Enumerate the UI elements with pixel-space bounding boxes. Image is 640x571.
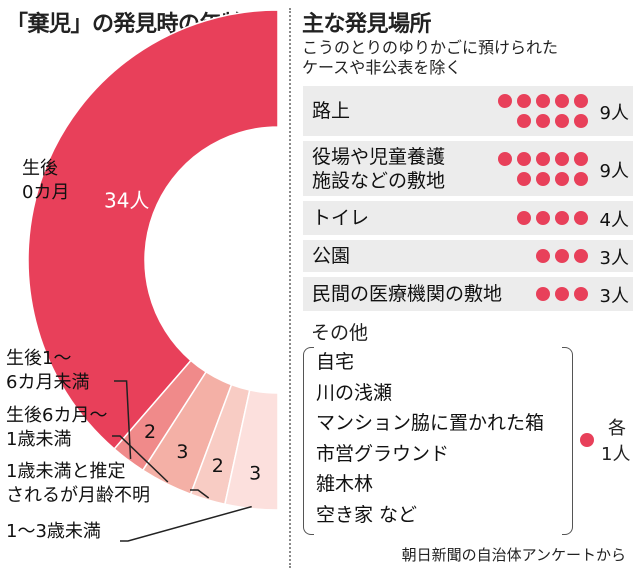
location-dot <box>574 287 588 301</box>
location-dot <box>536 211 550 225</box>
location-count: 9人 <box>599 103 629 124</box>
location-dot <box>517 114 531 128</box>
other-location-item: 市営グラウンド <box>316 442 450 465</box>
donut-category-label-line: 生後1～ <box>6 348 72 369</box>
location-dot <box>555 152 569 166</box>
other-location-item: 雑木林 <box>316 473 374 495</box>
location-dot <box>536 94 550 108</box>
location-row: 路上 9人 <box>303 86 633 136</box>
location-label-line: トイレ <box>312 207 370 229</box>
donut-value-label-0: 34人 <box>104 189 149 213</box>
location-label-line: 公園 <box>312 245 351 267</box>
location-dot <box>536 152 550 166</box>
location-row: 民間の医療機関の敷地 3人 <box>303 277 633 311</box>
other-location-item: 空き家 など <box>316 503 418 526</box>
donut-leader-line-4 <box>120 505 252 542</box>
location-row: 公園 3人 <box>303 240 633 272</box>
location-count: 9人 <box>599 161 629 182</box>
donut-category-label-4: 1～3歳未満 <box>6 520 101 544</box>
location-dot <box>555 287 569 301</box>
location-dot <box>536 172 550 186</box>
donut-value-label-4: 3 <box>249 462 261 484</box>
donut-category-label-line: 生後 <box>22 158 58 179</box>
other-brace-right <box>562 347 573 535</box>
other-brace-left <box>303 347 314 535</box>
donut-leader-line-1 <box>114 380 132 459</box>
location-dot <box>574 249 588 263</box>
location-dot <box>574 94 588 108</box>
location-label: 公園 <box>312 244 350 268</box>
donut-category-label-line: 0カ月 <box>22 182 70 203</box>
location-dot <box>574 172 588 186</box>
location-dot <box>536 114 550 128</box>
donut-category-label-3: 1歳未満と推定されるが月齢不明 <box>6 460 150 508</box>
donut-leader-line-3 <box>190 489 210 499</box>
location-dot <box>517 172 531 186</box>
location-note-line2: ケースや非公表を除く <box>302 58 462 77</box>
donut-value-label-2: 3 <box>176 441 188 463</box>
donut-category-label-2: 生後6カ月～ 1歳未満 <box>6 404 107 452</box>
donut-category-label-line: 1歳未満 <box>6 429 72 450</box>
location-count: 3人 <box>599 248 629 269</box>
other-location-item: 自宅 <box>316 351 355 373</box>
location-label-line: 路上 <box>312 100 351 122</box>
location-dot <box>555 94 569 108</box>
location-dot <box>498 152 512 166</box>
donut-category-label-line: 1～3歳未満 <box>6 521 101 542</box>
source-note: 朝日新聞の自治体アンケートから <box>401 546 626 564</box>
donut-category-label-line: 生後6カ月～ <box>6 405 108 426</box>
location-label: 役場や児童養護 施設などの敷地 <box>312 145 445 193</box>
other-dot <box>580 433 594 447</box>
location-dot <box>555 172 569 186</box>
donut-value-label-1: 2 <box>144 421 156 443</box>
other-count-line1: 各 <box>608 418 626 439</box>
other-count-line2: 1人 <box>601 444 631 465</box>
location-row: トイレ 4人 <box>303 201 633 235</box>
location-dot <box>498 94 512 108</box>
section-divider <box>289 8 291 568</box>
donut-category-label-line: 1歳未満と推定 <box>6 461 126 482</box>
donut-category-label-1: 生後1～ 6カ月未満 <box>6 347 89 395</box>
donut-category-label-0: 生後 0カ月 <box>22 157 69 205</box>
location-dot <box>517 211 531 225</box>
donut-leader-line-2 <box>112 435 169 483</box>
location-label-line: 施設などの敷地 <box>312 170 446 192</box>
location-label-line: 民間の医療機関の敷地 <box>312 283 503 305</box>
location-note-line1: こうのとりのゆりかごに預けられた <box>302 38 559 57</box>
donut-category-label-line: されるが月齢不明 <box>6 485 150 506</box>
location-dot <box>555 114 569 128</box>
location-dot <box>517 152 531 166</box>
location-dot <box>555 211 569 225</box>
other-location-item: マンション脇に置かれた箱 <box>316 412 545 434</box>
location-title: 主な発見場所 <box>302 12 432 37</box>
location-dot <box>555 249 569 263</box>
other-location-item: 川の浅瀬 <box>316 381 393 404</box>
location-label: 路上 <box>312 99 350 123</box>
location-row: 役場や児童養護 施設などの敷地 9人 <box>303 141 633 196</box>
location-label: 民間の医療機関の敷地 <box>312 282 502 306</box>
location-count: 3人 <box>599 286 629 307</box>
location-count: 4人 <box>599 210 629 231</box>
other-title: その他 <box>311 322 369 344</box>
location-dot <box>536 249 550 263</box>
location-label: トイレ <box>312 206 369 230</box>
location-dot <box>536 287 550 301</box>
location-dot <box>574 211 588 225</box>
donut-slice-0 <box>27 9 279 450</box>
location-dot <box>574 152 588 166</box>
location-dot <box>517 94 531 108</box>
donut-slice-4 <box>223 389 279 511</box>
donut-category-label-line: 6カ月未満 <box>6 372 90 393</box>
location-dot <box>574 114 588 128</box>
donut-value-label-3: 2 <box>212 455 224 477</box>
location-label-line: 役場や児童養護 <box>312 146 446 168</box>
